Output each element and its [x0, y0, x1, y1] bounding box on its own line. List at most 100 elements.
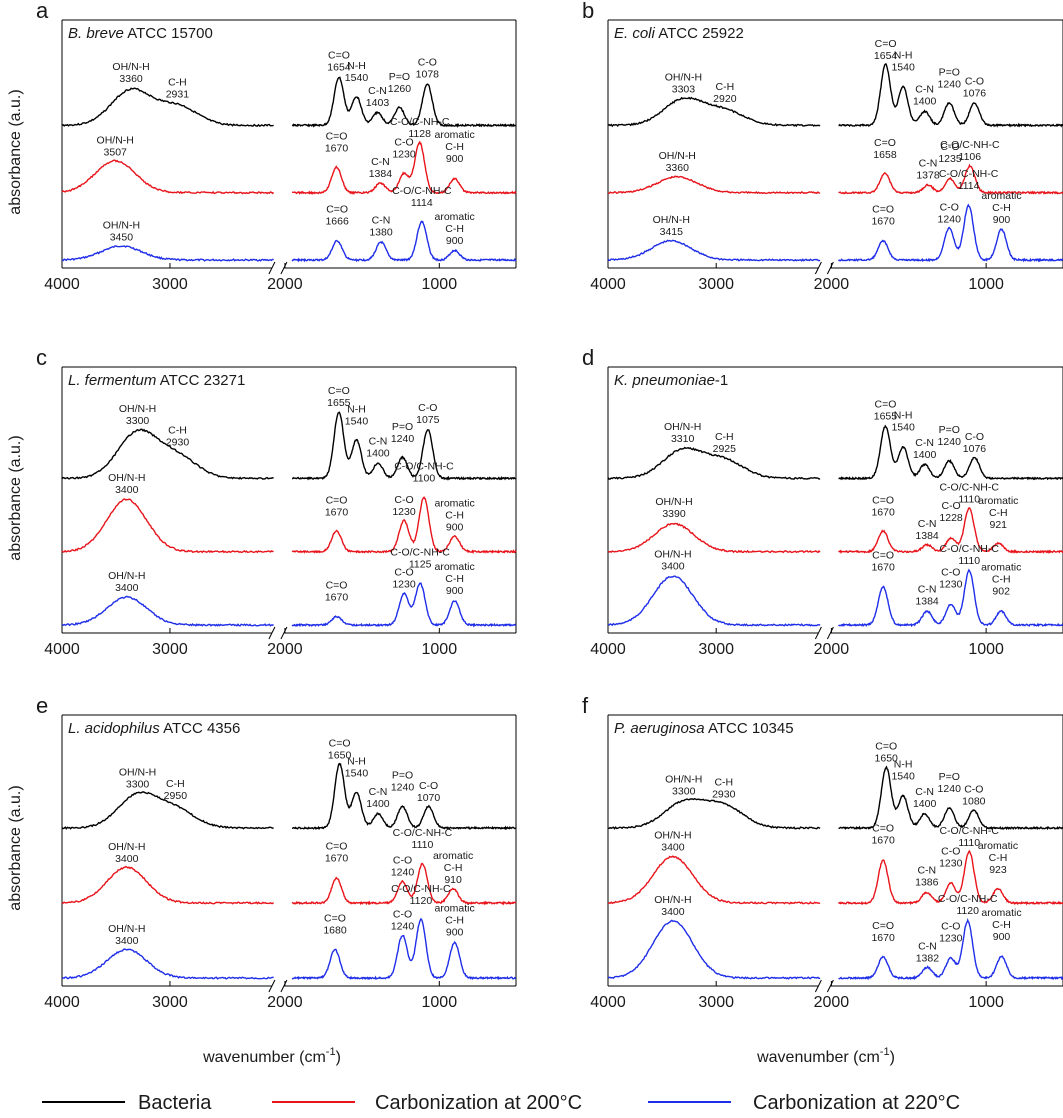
panel-letter: f — [582, 693, 589, 718]
x-tick-label: 3000 — [152, 994, 188, 1011]
peak-label: OH/N-H — [119, 403, 156, 415]
peak-label: C=O — [875, 38, 897, 50]
peak-label: C-O — [940, 141, 959, 153]
spectrum-line-left-1 — [61, 428, 274, 480]
peak-label: OH/N-H — [97, 134, 134, 146]
spectrum-line-left-2 — [61, 498, 274, 554]
peak-label: 3450 — [110, 232, 134, 244]
y-axis-title-row-2: absorbance (a.u.) — [7, 435, 24, 560]
spectrum-line-right-2 — [838, 163, 1063, 195]
peak-label: C-O — [941, 845, 960, 857]
peak-label: OH/N-H — [654, 894, 691, 906]
spectrum-line-left-3 — [607, 575, 821, 627]
peak-label: 3400 — [115, 935, 139, 947]
peak-label: 1540 — [345, 72, 369, 84]
peak-label: 1240 — [938, 783, 962, 795]
x-axis-title-right-main: wavenumber (cm — [756, 1049, 880, 1066]
x-tick-label: 1000 — [422, 276, 458, 293]
peak-label: 1128 — [408, 128, 431, 140]
peak-label: C=O — [329, 737, 351, 749]
x-tick-label: 4000 — [590, 276, 626, 293]
peak-label: C-O — [941, 500, 960, 512]
peak-label: 1670 — [325, 142, 349, 154]
peak-label: 1384 — [915, 595, 939, 607]
spectrum-line-right-1 — [838, 62, 1063, 128]
peak-label: 1400 — [913, 449, 937, 461]
x-tick-label: 4000 — [590, 641, 626, 658]
axis-break-mark — [268, 261, 276, 275]
peak-label: N-H — [894, 758, 913, 770]
peak-label: C-N — [918, 518, 937, 530]
x-axis-title-left-close: ) — [336, 1049, 341, 1066]
peak-label: C-N — [371, 156, 390, 168]
peak-label: C-H — [716, 81, 735, 93]
peak-label: C-N — [915, 786, 934, 798]
peak-label: C-O — [393, 909, 412, 921]
peak-label: N-H — [347, 403, 366, 415]
peak-label: 1125 — [409, 558, 432, 570]
x-tick-label: 2000 — [814, 641, 850, 658]
x-axis-title-left-sup: -1 — [326, 1046, 336, 1058]
peak-label: C-N — [915, 84, 934, 96]
peak-label: 1400 — [913, 798, 937, 810]
peak-label: 1400 — [913, 96, 937, 108]
x-tick-label: 2000 — [814, 994, 850, 1011]
peak-label: C=O — [874, 399, 896, 411]
peak-label: C-H — [992, 919, 1011, 931]
spectrum-line-left-2 — [607, 522, 821, 554]
peak-label: C=O — [328, 385, 350, 397]
peak-label: C-O — [965, 75, 984, 87]
peak-label: 1110 — [958, 555, 980, 567]
x-tick-label: 4000 — [44, 641, 80, 658]
spectrum-line-right-3 — [291, 582, 517, 628]
panels-layer: a B. breve ATCC 15700 4000 3000 2000 1000 OH/N… — [36, 0, 1063, 1011]
peak-label: C-O — [394, 137, 413, 149]
peak-label: 1655 — [874, 411, 898, 423]
peak-label: 1658 — [873, 149, 897, 161]
panel-title-strain: -1 — [715, 372, 728, 389]
panel-title-strain: ATCC 10345 — [705, 720, 794, 737]
peak-label: C-O — [393, 854, 412, 866]
panel-title-strain: ATCC 25922 — [655, 25, 744, 42]
peak-label: aromatic — [981, 190, 1021, 202]
peak-label: 3300 — [126, 415, 150, 427]
peak-label: 3360 — [119, 73, 143, 85]
peak-label: OH/N-H — [654, 549, 691, 561]
panel-letter: d — [582, 345, 594, 370]
peak-label: C-O — [941, 567, 960, 579]
peak-label: C-H — [168, 76, 187, 88]
spectrum-line-right-1 — [838, 424, 1063, 481]
peak-label: C-N — [368, 85, 387, 97]
peak-label: 1230 — [939, 579, 963, 591]
peak-label: C-O/C-NH-C — [390, 116, 450, 128]
x-tick-label: 1000 — [968, 994, 1004, 1011]
peak-label: C-O/C-NH-C — [393, 827, 453, 839]
spectrum-line-left-1 — [607, 96, 821, 128]
peak-label: N-H — [347, 756, 366, 768]
x-tick-label: 4000 — [44, 994, 80, 1011]
spectrum-line-left-2 — [61, 159, 275, 195]
spectrum-line-left-1 — [61, 87, 274, 127]
peak-label: P=O — [939, 66, 960, 78]
peak-label: OH/N-H — [103, 220, 140, 232]
peak-label: 1240 — [938, 436, 962, 448]
peak-label: OH/N-H — [108, 570, 145, 582]
peak-label: 1384 — [369, 168, 393, 180]
peak-label: 900 — [446, 522, 464, 534]
spectrum-line-left-2 — [61, 865, 275, 905]
peak-label: 1540 — [891, 421, 915, 433]
peak-label: 2930 — [712, 789, 736, 801]
axis-break-mark — [814, 626, 822, 640]
spectrum-line-right-3 — [291, 917, 517, 981]
spectrum-line-left-3 — [607, 919, 821, 980]
peak-label: 910 — [444, 874, 462, 886]
peak-label: 900 — [446, 235, 464, 247]
peak-label: C-O/C-NH-C — [939, 543, 999, 555]
peak-label: 1230 — [392, 506, 416, 518]
panel-letter: c — [36, 345, 47, 370]
peak-label: C-O/C-NH-C — [392, 185, 452, 197]
panel-a: a B. breve ATCC 15700 4000 3000 2000 1000 OH/N… — [36, 0, 517, 293]
peak-label: 900 — [446, 585, 464, 597]
